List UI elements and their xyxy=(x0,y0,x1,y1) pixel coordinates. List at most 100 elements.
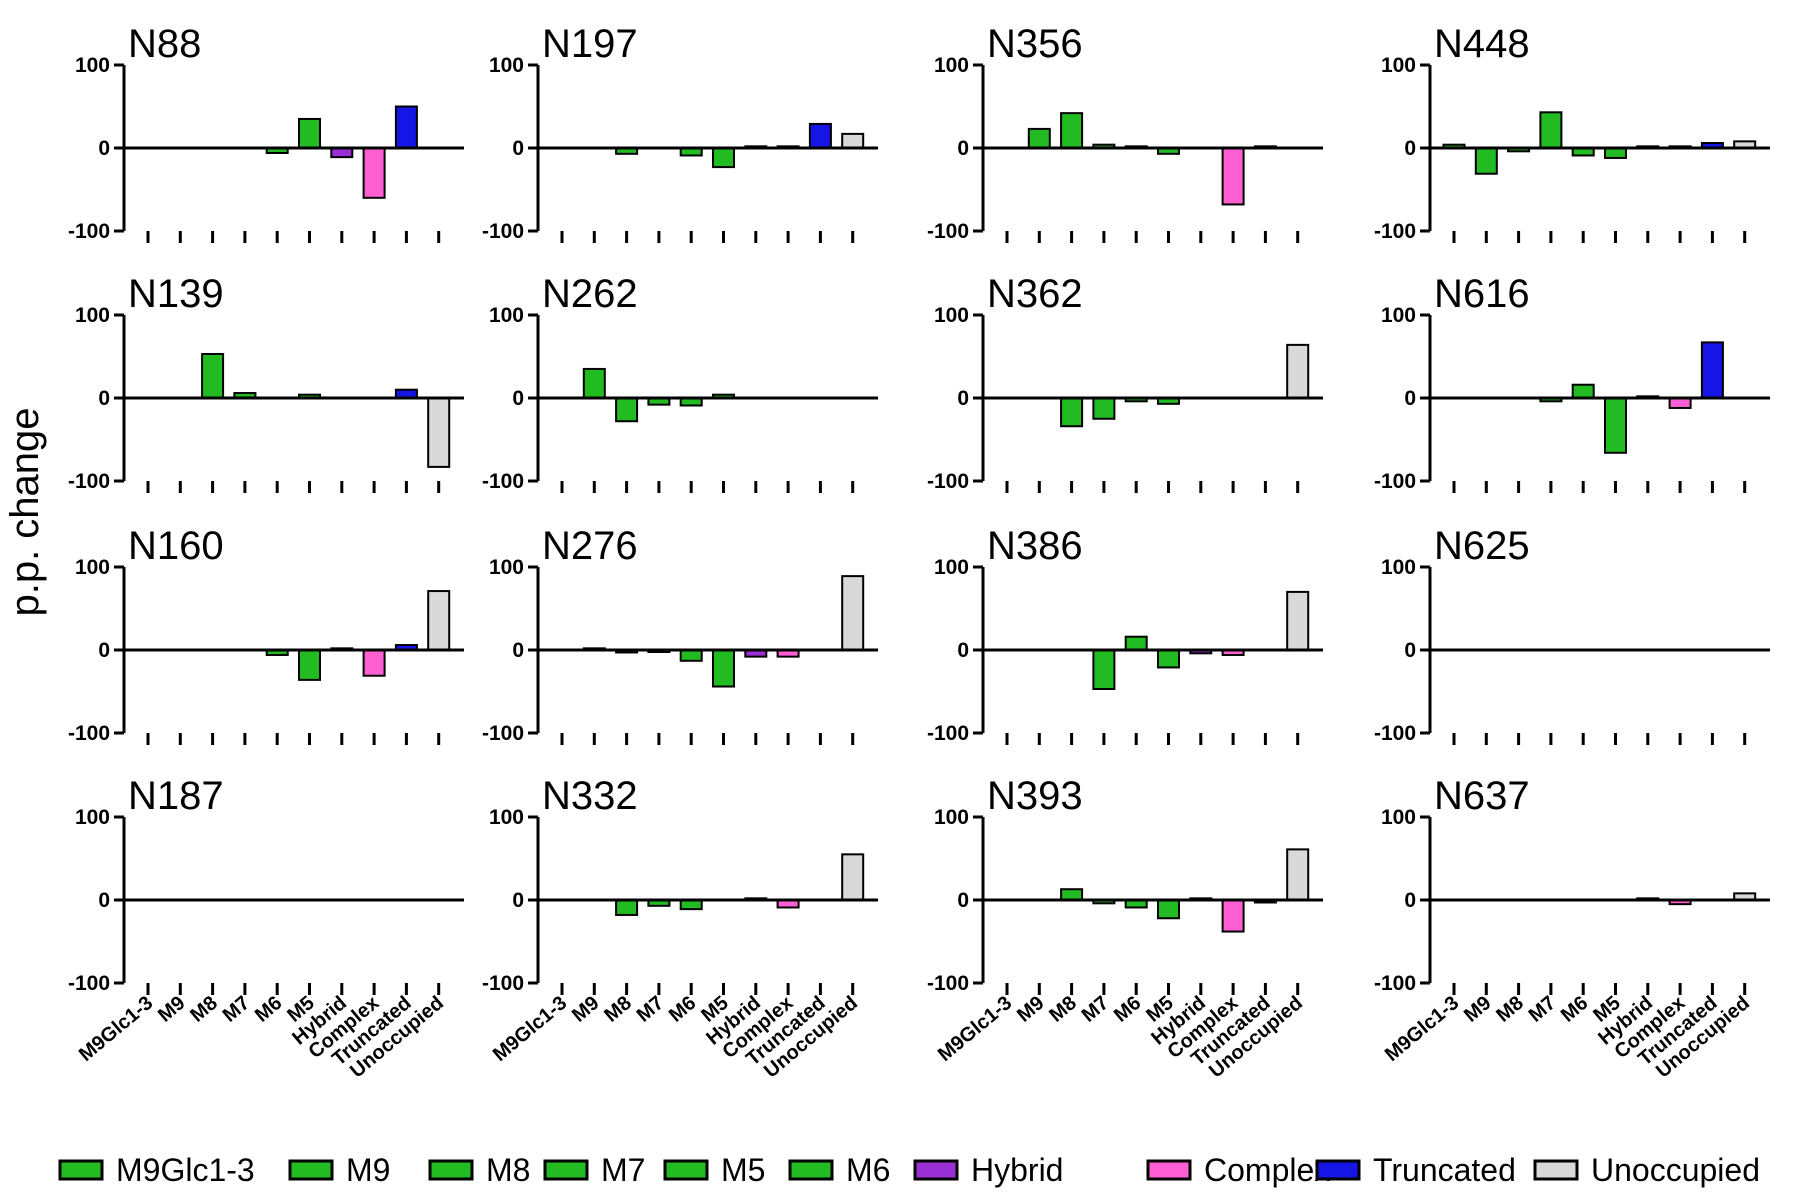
x-tick-label: M7 xyxy=(219,992,254,1027)
x-tick-label: M6 xyxy=(665,992,700,1027)
legend-swatch xyxy=(428,1159,474,1181)
panel-n386: N386 100 0 -100 xyxy=(927,524,1323,745)
x-tick-label: M6 xyxy=(1110,992,1145,1027)
y-tick-label: -100 xyxy=(482,220,524,243)
y-tick-label: -100 xyxy=(68,972,110,995)
y-tick-label: 0 xyxy=(957,889,969,912)
y-tick-label: 100 xyxy=(489,556,524,579)
legend-entry-m8: M8 xyxy=(428,1152,530,1188)
x-tick-label: M7 xyxy=(1525,992,1560,1027)
y-tick-label: 0 xyxy=(98,137,110,160)
x-tick-label: M9Glc1-3 xyxy=(934,992,1016,1066)
panel-n637: N6371000-100M9Glc1-3M9M8M7M6M5HybridComp… xyxy=(1374,774,1770,1082)
y-tick-label: 0 xyxy=(512,387,524,410)
legend-entry-m6: M6 xyxy=(788,1152,890,1188)
y-tick-label: 100 xyxy=(1381,304,1416,327)
panel-title: N262 xyxy=(542,272,638,316)
y-tick-label: -100 xyxy=(482,722,524,745)
y-tick-label: 0 xyxy=(512,889,524,912)
legend-label: Truncated xyxy=(1373,1152,1516,1188)
panel-title: N393 xyxy=(987,774,1083,818)
x-tick-label: M9 xyxy=(568,992,603,1027)
bar-m5 xyxy=(298,649,321,681)
legend-swatch xyxy=(663,1159,709,1181)
x-tick-label: M8 xyxy=(1045,992,1080,1027)
panel-title: N187 xyxy=(128,774,224,818)
legend: M9Glc1-3 M9 M8 M7 M5 M6 Hybrid Complex Truncated… xyxy=(58,1152,1760,1188)
panel-title: N386 xyxy=(987,524,1083,568)
y-tick-label: 0 xyxy=(957,137,969,160)
x-tick-label: M7 xyxy=(633,992,668,1027)
legend-label: M6 xyxy=(846,1152,890,1188)
bar-m8 xyxy=(615,397,639,423)
bar-complex xyxy=(1221,899,1245,933)
y-tick-label: 100 xyxy=(934,806,969,829)
panel-n362: N362 100 0 -100 xyxy=(927,272,1323,493)
x-tick-label: M9 xyxy=(154,992,189,1027)
panel-n88: N88 100 0 -100 xyxy=(68,22,464,243)
bar-unoccupied xyxy=(841,132,865,149)
y-tick-label: 100 xyxy=(934,304,969,327)
y-tick-label: -100 xyxy=(1374,972,1416,995)
x-tick-label: M9Glc1-3 xyxy=(489,992,571,1066)
panel-n332: N3321000-100M9Glc1-3M9M8M7M6M5HybridComp… xyxy=(482,774,878,1082)
bar-truncated xyxy=(1700,341,1724,400)
y-tick-label: 0 xyxy=(1404,889,1416,912)
y-axis-label: p.p. change xyxy=(3,407,47,616)
y-tick-label: -100 xyxy=(927,972,969,995)
y-tick-label: -100 xyxy=(68,470,110,493)
panel-title: N356 xyxy=(987,22,1083,66)
panel-title: N616 xyxy=(1434,272,1530,316)
bar-truncated xyxy=(808,122,832,149)
bar-m5 xyxy=(1604,397,1627,454)
bar-m6 xyxy=(1124,635,1148,651)
bar-unoccupied xyxy=(1286,343,1310,400)
y-tick-label: -100 xyxy=(927,722,969,745)
legend-entry-m9: M9 xyxy=(288,1152,390,1188)
bar-unoccupied xyxy=(841,575,865,652)
legend-label: Unoccupied xyxy=(1591,1152,1760,1188)
y-tick-label: 0 xyxy=(957,387,969,410)
bar-unoccupied xyxy=(1286,590,1310,652)
panel-n448: N448 100 0 -100 xyxy=(1374,22,1770,243)
legend-swatch xyxy=(1533,1159,1579,1181)
bar-unoccupied xyxy=(427,397,451,468)
bar-m5 xyxy=(1157,899,1180,920)
panel-title: N160 xyxy=(128,524,224,568)
y-tick-label: 100 xyxy=(75,304,110,327)
panel-title: N139 xyxy=(128,272,224,316)
bar-m5 xyxy=(712,147,735,169)
legend-entry-m9glc1-3: M9Glc1-3 xyxy=(58,1152,255,1188)
y-tick-label: -100 xyxy=(927,220,969,243)
bar-m7 xyxy=(1092,397,1116,420)
y-tick-label: 100 xyxy=(75,54,110,77)
x-tick-label: M9 xyxy=(1460,992,1495,1027)
y-tick-label: 0 xyxy=(512,639,524,662)
legend-entry-complex: Complex xyxy=(1146,1152,1330,1188)
x-tick-label: M8 xyxy=(1492,992,1527,1027)
bar-unoccupied xyxy=(841,853,865,901)
panel-n262: N262 100 0 -100 xyxy=(482,272,878,493)
bar-m8 xyxy=(615,899,639,916)
legend-entry-truncated: Truncated xyxy=(1315,1152,1516,1188)
x-tick-label: M7 xyxy=(1078,992,1113,1027)
legend-entry-m7: M7 xyxy=(543,1152,645,1188)
bar-m5 xyxy=(298,117,321,149)
legend-swatch xyxy=(543,1159,589,1181)
y-tick-label: -100 xyxy=(1374,470,1416,493)
bar-m9 xyxy=(582,367,606,400)
bar-m8 xyxy=(1060,888,1084,902)
panel-n276: N276 100 0 -100 xyxy=(482,524,878,745)
bar-complex xyxy=(362,649,386,677)
y-tick-label: 0 xyxy=(1404,387,1416,410)
panel-title: N362 xyxy=(987,272,1083,316)
bar-m9 xyxy=(1027,127,1051,150)
y-tick-label: -100 xyxy=(68,220,110,243)
y-tick-label: 100 xyxy=(1381,556,1416,579)
bar-m8 xyxy=(1060,112,1084,149)
legend-label: M5 xyxy=(721,1152,765,1188)
y-tick-label: 100 xyxy=(934,54,969,77)
bar-unoccupied xyxy=(1286,848,1310,901)
panel-n160: N160 100 0 -100 xyxy=(68,524,464,745)
bar-m7 xyxy=(1539,111,1563,149)
